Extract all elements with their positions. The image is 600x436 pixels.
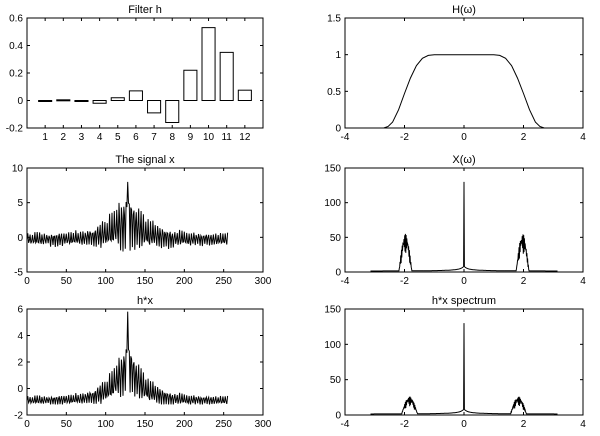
- bar-h5: [110, 97, 125, 101]
- filter_h-xtick-label: 5: [115, 132, 121, 143]
- signal_x-line: [26, 181, 229, 252]
- hx_spectrum-ytick-label: 100: [324, 340, 341, 351]
- H_omega-xtick-label: -2: [400, 132, 409, 143]
- filter_h-xtick-label: 6: [133, 132, 139, 143]
- H_omega-line: [370, 54, 558, 129]
- hx_spectrum-ytick-label: 0: [335, 411, 341, 422]
- hx-ytick-label: 0: [17, 384, 23, 395]
- H_omega-xtick-label: 2: [521, 132, 527, 143]
- X_omega-panel: X(ω) -4 -2 0 2 4 0 50 100 150: [324, 154, 586, 287]
- filter_h-xtick-label: 11: [221, 132, 232, 143]
- filter_h-xtick-label: 8: [169, 132, 175, 143]
- H_omega-xtick-label: 4: [580, 132, 586, 143]
- hx_spectrum-line: [370, 323, 558, 415]
- hx-ytick-label: 2: [17, 358, 23, 369]
- hx-title: h*x: [137, 295, 153, 307]
- filter_h-ytick-label: 0: [17, 96, 23, 107]
- hx-line: [26, 311, 229, 405]
- hx-ytick-label: 6: [17, 305, 23, 316]
- hx-xtick-label: 150: [137, 419, 154, 430]
- signal_x-xtick-label: 300: [255, 276, 272, 287]
- hx_spectrum-xtick-label: 2: [521, 419, 527, 430]
- hx_spectrum-ytick-label: 50: [330, 375, 342, 386]
- signal_x-xtick-label: 0: [24, 276, 30, 287]
- X_omega-title: X(ω): [452, 154, 475, 166]
- X_omega-xtick-label: -4: [341, 276, 350, 287]
- hx-xtick-label: 100: [97, 419, 114, 430]
- filter_h-xtick-label: 10: [203, 132, 215, 143]
- signal_x-ytick-label: 10: [12, 164, 24, 175]
- X_omega-xtick-label: 0: [461, 276, 467, 287]
- hx-ytick-label: 4: [17, 331, 23, 342]
- bar-h4: [92, 100, 107, 104]
- X_omega-ytick-label: 100: [324, 198, 341, 209]
- bar-h9: [183, 69, 198, 101]
- signal_x-xtick-label: 150: [137, 276, 154, 287]
- bar-h3: [74, 100, 89, 102]
- bar-h2: [56, 99, 71, 102]
- H_omega-ytick-label: 1.5: [327, 14, 341, 25]
- signal_x-title: The signal x: [115, 154, 175, 166]
- signal_x-ytick-label: -5: [14, 268, 23, 279]
- filter_h-xtick-label: 9: [188, 132, 194, 143]
- signal_x-xtick-label: 250: [215, 276, 232, 287]
- X_omega-line: [370, 181, 558, 272]
- filter_h-xtick-label: 12: [239, 132, 251, 143]
- filter_h-ytick-label: -0.2: [6, 124, 24, 135]
- signal_x-xtick-label: 50: [61, 276, 73, 287]
- X_omega-ytick-label: 0: [335, 268, 341, 279]
- signal_x-xtick-label: 100: [97, 276, 114, 287]
- hx_spectrum-xtick-label: 0: [461, 419, 467, 430]
- filter_h-xtick-label: 4: [97, 132, 103, 143]
- hx_spectrum-title: h*x spectrum: [432, 295, 496, 307]
- filter_h-xtick-label: 7: [151, 132, 157, 143]
- H_omega-ytick-label: 1: [335, 50, 341, 61]
- H_omega-xtick-label: 0: [461, 132, 467, 143]
- filter_h-ytick-label: 0.4: [9, 41, 23, 52]
- filter_h-ytick-label: 0.6: [9, 14, 23, 25]
- hx-xtick-label: 250: [215, 419, 232, 430]
- hx_spectrum-panel: h*x spectrum -4 -2 0 2 4 0 50 100 150: [324, 295, 586, 430]
- hx_spectrum-ytick-label: 150: [324, 305, 341, 316]
- filter_h-xtick-label: 1: [42, 132, 48, 143]
- X_omega-xtick-label: 4: [580, 276, 586, 287]
- hx-xtick-label: 300: [255, 419, 272, 430]
- signal_x-ytick-label: 0: [17, 233, 23, 244]
- filter_h-xtick-label: 3: [79, 132, 85, 143]
- bar-h7: [147, 100, 162, 114]
- filter_h-xtick-label: 2: [61, 132, 67, 143]
- hx-xtick-label: 200: [176, 419, 193, 430]
- H_omega-axes-box: [344, 17, 584, 129]
- H_omega-panel: H(ω) -4 -2 0 2 4 0 0.5 1 1.5: [327, 4, 586, 143]
- hx-xtick-label: 50: [61, 419, 73, 430]
- hx-xtick-label: 0: [24, 419, 30, 430]
- H_omega-title: H(ω): [452, 4, 476, 16]
- hx_spectrum-xtick-label: 4: [580, 419, 586, 430]
- bar-h1: [38, 100, 53, 102]
- filter_h-title: Filter h: [128, 4, 162, 16]
- H_omega-ytick-label: 0.5: [327, 87, 341, 98]
- filter_h-panel: Filter h1 2 3 4 5 6 7 8 9 10 11 12-0.200.20.40.6: [6, 4, 264, 143]
- signal_x-axes-box: [26, 167, 264, 273]
- signal_x-xtick-label: 200: [176, 276, 193, 287]
- X_omega-xtick-label: 2: [521, 276, 527, 287]
- X_omega-xtick-label: -2: [400, 276, 409, 287]
- bar-h10: [201, 27, 216, 101]
- bar-h11: [219, 51, 234, 101]
- H_omega-ytick-label: 0: [335, 124, 341, 135]
- H_omega-xtick-label: -4: [341, 132, 350, 143]
- hx_spectrum-xtick-label: -2: [400, 419, 409, 430]
- signal_x-ytick-label: 5: [17, 198, 23, 209]
- filter_h-ytick-label: 0.2: [9, 69, 23, 80]
- hx_spectrum-xtick-label: -4: [341, 419, 350, 430]
- X_omega-ytick-label: 150: [324, 164, 341, 175]
- bar-h8: [165, 100, 180, 123]
- bar-h12: [237, 89, 252, 101]
- bar-h6: [128, 90, 143, 101]
- X_omega-ytick-label: 50: [330, 233, 342, 244]
- hx-ytick-label: -2: [14, 411, 23, 422]
